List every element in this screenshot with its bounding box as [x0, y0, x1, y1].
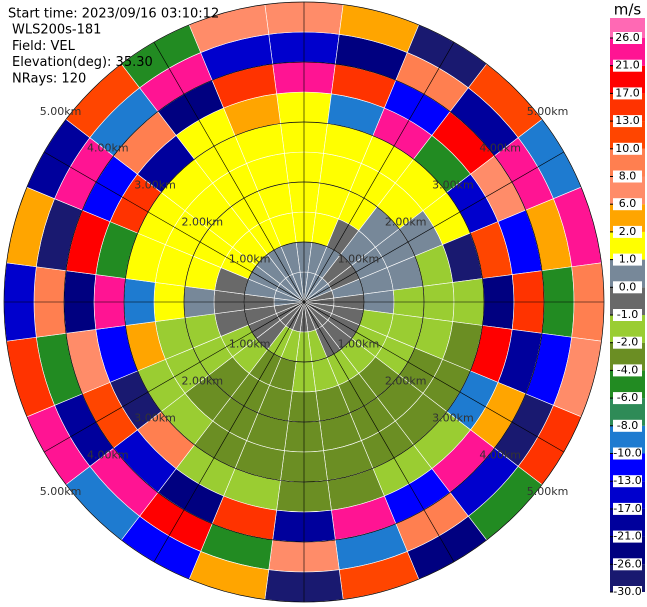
colorbar-label-bg: [613, 309, 642, 321]
header: Start time: 2023/09/16 03:10:12WLS200s-1…: [8, 7, 219, 87]
colorbar-tick-label: -2.0: [617, 336, 638, 349]
range-ring: [63, 61, 545, 543]
colorbar-tick-label: -30.0: [613, 585, 641, 598]
ring-label: 5.00km: [527, 105, 569, 118]
spoke: [44, 301, 305, 453]
colorbar-tick-label: 0.0: [619, 280, 637, 293]
spoke: [303, 151, 564, 303]
colorbar-label-bg: [613, 225, 642, 238]
spoke: [153, 301, 305, 562]
range-ring: [123, 121, 485, 483]
spoke: [153, 42, 305, 303]
colorbar-tick-label: -21.0: [613, 530, 641, 543]
ring-label: 2.00km: [385, 216, 427, 229]
colorbar-unit: m/s: [614, 1, 642, 19]
colorbar-tick-label: -17.0: [613, 502, 641, 515]
ring-label: 2.00km: [385, 374, 427, 387]
colorbar-label-bg: [613, 447, 642, 460]
ring-label: 1.00km: [338, 253, 380, 266]
colorbar-label-bg: [613, 198, 642, 211]
colorbar: m/s -30.0 -26.0 -21.0 -17.0 -13.0 -10.0 -8.0 -6.…: [610, 1, 645, 598]
radar-field: [3, 1, 605, 603]
header-line: Field: VEL: [12, 39, 76, 54]
ring-label: 3.00km: [432, 411, 474, 424]
ring-label: 4.00km: [87, 142, 129, 155]
colorbar-tick-label: 8.0: [619, 170, 637, 183]
colorbar-label-bg: [613, 419, 642, 432]
colorbar-label-bg: [613, 32, 642, 44]
colorbar-tick-label: 6.0: [619, 197, 637, 210]
ring-label: 2.00km: [182, 374, 224, 387]
colorbar-tick-label: -4.0: [617, 363, 638, 376]
range-ring: [3, 1, 605, 603]
ring-label: 3.00km: [134, 411, 176, 424]
ring-label: 4.00km: [479, 448, 521, 461]
range-ring: [183, 181, 425, 423]
colorbar-tick-label: -6.0: [617, 391, 638, 404]
header-line: Elevation(deg): 35.30: [12, 55, 153, 70]
colorbar-label-bg: [613, 115, 642, 128]
spoke: [303, 301, 564, 453]
colorbar-label-bg: [613, 392, 642, 405]
colorbar-label-bg: [613, 59, 642, 72]
ring-label: 2.00km: [182, 216, 224, 229]
colorbar-label-bg: [613, 502, 642, 515]
colorbar-label-bg: [613, 281, 642, 294]
colorbar-tick-label: 1.0: [619, 253, 637, 266]
ring-label: 4.00km: [479, 142, 521, 155]
colorbar-tick-label: -8.0: [617, 419, 638, 432]
colorbar-tick-label: -13.0: [613, 474, 641, 487]
colorbar-label-bg: [613, 336, 642, 349]
ring-label: 5.00km: [40, 105, 82, 118]
colorbar-tick-label: 10.0: [615, 142, 640, 155]
spoke: [303, 42, 455, 303]
colorbar-tick-label: 13.0: [615, 114, 640, 127]
colorbar-label-bg: [613, 530, 642, 543]
ring-label: 5.00km: [527, 485, 569, 498]
colorbar-label-bg: [613, 586, 642, 598]
header-line: Start time: 2023/09/16 03:10:12: [8, 7, 219, 22]
ring-label: 1.00km: [338, 337, 380, 350]
colorbar-tick-label: 2.0: [619, 225, 637, 238]
colorbar-tick-label: 21.0: [615, 59, 640, 72]
ring-label: 3.00km: [134, 179, 176, 192]
ring-label: 4.00km: [87, 448, 129, 461]
colorbar-tick-label: -26.0: [613, 557, 641, 570]
colorbar-label-bg: [613, 87, 642, 100]
header-line: NRays: 120: [12, 71, 86, 86]
spoke: [303, 301, 455, 562]
colorbar-label-bg: [613, 475, 642, 488]
colorbar-tick-label: 17.0: [615, 86, 640, 99]
ring-label: 1.00km: [229, 253, 271, 266]
colorbar-tick-label: -1.0: [617, 308, 638, 321]
colorbar-label-bg: [613, 253, 642, 266]
ring-label: 5.00km: [40, 485, 82, 498]
colorbar-label-bg: [613, 142, 642, 155]
ring-label: 3.00km: [432, 179, 474, 192]
overlay: 1.00km 1.00km 1.00km 1.00km 2.00km 2.00km 2.00…: [3, 1, 605, 603]
colorbar-label-bg: [613, 364, 642, 377]
colorbar-tick-label: 26.0: [615, 31, 640, 44]
range-ring: [243, 241, 365, 363]
colorbar-tick-label: -10.0: [613, 447, 641, 460]
colorbar-label-bg: [613, 558, 642, 571]
header-line: WLS200s-181: [12, 23, 101, 38]
ring-label: 1.00km: [229, 337, 271, 350]
spoke: [44, 151, 305, 303]
colorbar-label-bg: [613, 170, 642, 183]
